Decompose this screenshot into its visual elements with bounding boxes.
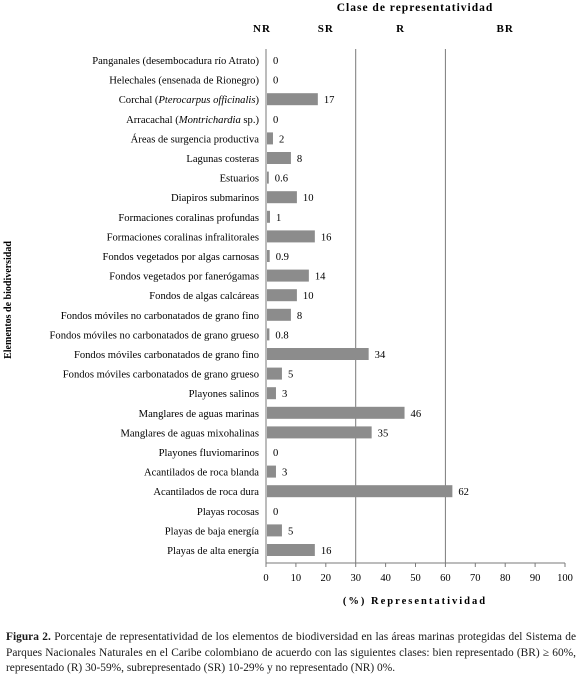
- category-label: Manglares de aguas mixohalinas: [120, 428, 259, 439]
- category-label: Manglares de aguas marinas: [139, 409, 259, 420]
- bar: [267, 230, 315, 243]
- value-label: 0: [273, 76, 278, 87]
- category-label: Fondos móviles no carbonatados de grano …: [61, 311, 259, 322]
- value-label: 8: [297, 154, 302, 165]
- category-label: Corchal (Pterocarpus officinalis): [119, 95, 260, 106]
- value-label: 5: [288, 370, 293, 381]
- value-label: 0: [273, 56, 278, 67]
- value-label: 16: [321, 232, 332, 243]
- category-label: Lagunas costeras: [186, 154, 259, 165]
- x-tick-label: 20: [321, 573, 332, 584]
- x-tick-label: 0: [263, 573, 268, 584]
- bar: [267, 544, 315, 556]
- value-label: 0.6: [275, 174, 288, 185]
- value-label: 2: [279, 134, 284, 145]
- bar: [267, 406, 405, 419]
- bar: [267, 308, 291, 321]
- category-label: Fondos móviles no carbonatados de grano …: [50, 330, 259, 341]
- value-label: 3: [282, 389, 287, 400]
- bar: [267, 152, 291, 164]
- value-label: 17: [324, 95, 335, 106]
- category-label: Helechales (ensenada de Rionegro): [109, 76, 259, 87]
- bar: [267, 289, 297, 302]
- bar: [267, 465, 276, 478]
- caption-text: Porcentaje de representatividad de los e…: [6, 631, 576, 675]
- x-tick-label: 40: [380, 573, 391, 584]
- category-label: Acantilados de roca blanda: [144, 468, 259, 479]
- bar: [267, 93, 318, 106]
- bar: [267, 426, 372, 439]
- category-label: Estuarios: [220, 174, 259, 185]
- category-label: Diapiros submarinos: [171, 193, 259, 204]
- category-label: Panganales (desembocadura río Atrato): [92, 56, 259, 67]
- category-label: Formaciones coralinas infralitorales: [107, 232, 259, 243]
- bar: [267, 348, 369, 360]
- class-label-sr: SR: [318, 23, 334, 35]
- class-label-r: R: [396, 23, 405, 35]
- value-label: 10: [303, 193, 314, 204]
- bar: [267, 171, 269, 184]
- bar: [267, 191, 297, 204]
- value-label: 46: [411, 409, 422, 420]
- category-label: Playas rocosas: [197, 507, 259, 518]
- bar: [267, 387, 276, 400]
- category-label: Áreas de surgencia productiva: [131, 133, 260, 145]
- category-label: Fondos vegetados por algas carnosas: [102, 252, 259, 263]
- figure-caption: Figura 2. Porcentaje de representativida…: [6, 630, 576, 677]
- x-tick-label: 80: [500, 573, 511, 584]
- category-label: Playones salinos: [189, 389, 259, 400]
- category-label: Acantilados de roca dura: [153, 487, 259, 498]
- x-tick-label: 100: [557, 573, 573, 584]
- caption-label: Figura 2.: [6, 631, 51, 643]
- value-label: 16: [321, 546, 332, 557]
- value-label: 62: [458, 487, 469, 498]
- value-label: 3: [282, 468, 287, 479]
- category-label: Formaciones coralinas profundas: [118, 213, 259, 224]
- value-label: 0: [273, 448, 278, 459]
- value-label: 5: [288, 526, 293, 537]
- bar: [267, 485, 453, 498]
- bar: [267, 210, 270, 223]
- value-label: 35: [378, 428, 389, 439]
- class-label-br: BR: [497, 23, 514, 35]
- category-label: Fondos vegetados por fanerógamas: [109, 272, 259, 283]
- category-label: Arracachal (Montrichardia sp.): [126, 115, 259, 126]
- bar: [267, 250, 270, 262]
- bar: [267, 132, 273, 145]
- category-label: Fondos móviles carbonatados de grano fin…: [74, 350, 259, 361]
- value-label: 14: [315, 272, 326, 283]
- value-label: 8: [297, 311, 302, 322]
- category-label: Playas de baja energía: [165, 526, 260, 537]
- value-label: 34: [375, 350, 386, 361]
- bar: [267, 524, 282, 537]
- x-tick-label: 70: [470, 573, 481, 584]
- value-label: 0.9: [276, 252, 289, 263]
- category-label: Fondos móviles carbonatados de grano gru…: [63, 370, 259, 381]
- y-axis-label: Elementos de biodiversidad: [3, 241, 14, 359]
- x-tick-label: 90: [530, 573, 541, 584]
- x-tick-label: 30: [350, 573, 361, 584]
- class-label-nr: NR: [253, 23, 271, 35]
- value-label: 0: [273, 115, 278, 126]
- value-label: 0.8: [275, 330, 288, 341]
- value-label: 0: [273, 507, 278, 518]
- x-tick-label: 50: [410, 573, 421, 584]
- category-label: Playones fluviomarinos: [159, 448, 259, 459]
- bar: [267, 367, 282, 380]
- value-label: 10: [303, 291, 314, 302]
- category-label: Playas de alta energía: [167, 546, 259, 557]
- value-label: 1: [276, 213, 281, 224]
- bar: [267, 269, 309, 282]
- x-tick-label: 10: [291, 573, 302, 584]
- bar: [267, 328, 270, 341]
- x-axis-label: (%) Representatividad: [343, 596, 487, 607]
- x-tick-label: 60: [440, 573, 451, 584]
- chart-title: Clase de representatividad: [337, 2, 494, 14]
- category-label: Fondos de algas calcáreas: [149, 291, 259, 302]
